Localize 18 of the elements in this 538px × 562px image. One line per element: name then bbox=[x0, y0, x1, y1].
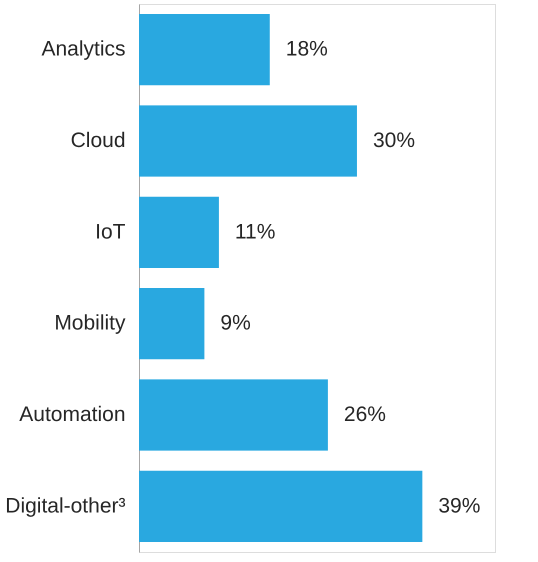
y-tick-label: Cloud bbox=[70, 129, 126, 152]
y-tick-label: Automation bbox=[19, 403, 126, 426]
data-label: 26% bbox=[344, 403, 386, 426]
bar bbox=[139, 105, 357, 177]
y-tick-label: Mobility bbox=[54, 312, 126, 335]
y-tick-label: IoT bbox=[95, 220, 126, 244]
data-label: 9% bbox=[220, 312, 251, 335]
bar bbox=[139, 379, 328, 451]
bar bbox=[139, 288, 204, 360]
bar bbox=[139, 196, 219, 268]
bar bbox=[139, 14, 270, 86]
y-tick-label: Digital-other³ bbox=[5, 494, 126, 518]
data-label: 18% bbox=[286, 38, 328, 61]
data-label: 30% bbox=[372, 129, 415, 152]
data-label: 39% bbox=[438, 494, 480, 518]
data-label: 11% bbox=[234, 220, 276, 244]
bar bbox=[139, 470, 422, 542]
y-tick-label: Analytics bbox=[41, 38, 126, 61]
